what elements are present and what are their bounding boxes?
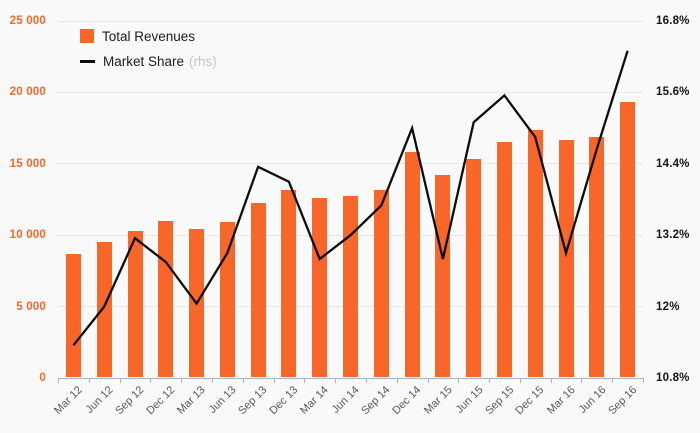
x-axis-tick	[581, 378, 583, 383]
x-axis-tick	[612, 378, 614, 383]
x-axis-label: Jun 14	[330, 384, 362, 416]
total-revenues-bar	[189, 228, 205, 377]
legend-label-total-revenues: Total Revenues	[102, 28, 196, 44]
x-axis-label: Sep 12	[113, 384, 147, 418]
x-axis-tick	[550, 378, 552, 383]
x-axis-label: Mar 12	[52, 384, 85, 417]
x-axis-tick	[88, 378, 90, 383]
y-axis-label-left: 20 000	[9, 86, 46, 99]
gridline	[58, 163, 643, 165]
legend: Total Revenues Market Share (rhs)	[80, 27, 217, 77]
x-axis-label: Dec 13	[267, 384, 301, 418]
total-revenues-bar	[527, 130, 543, 377]
total-revenues-bar	[250, 203, 266, 377]
total-revenues-bar	[589, 137, 605, 377]
x-axis-tick	[489, 378, 491, 383]
x-axis-label: Jun 15	[453, 384, 486, 416]
x-axis-label: Dec 15	[513, 384, 547, 418]
x-axis-tick	[150, 378, 152, 383]
legend-rhs-note: (rhs)	[189, 53, 217, 69]
total-revenues-bar	[343, 195, 358, 377]
market-share-line-swatch-icon	[80, 59, 95, 63]
x-axis-label: Dec 14	[390, 384, 424, 418]
x-axis-tick	[273, 378, 275, 383]
y-axis-label-left: 25 000	[9, 15, 46, 27]
total-revenues-bar	[65, 253, 81, 377]
total-revenues-bar	[158, 220, 174, 377]
x-axis-label: Mar 13	[175, 384, 209, 417]
y-axis-label-left: 10 000	[9, 229, 46, 242]
x-axis-tick	[396, 378, 398, 383]
total-revenues-bar	[96, 241, 112, 377]
x-axis-line	[58, 378, 643, 379]
x-axis-tick	[304, 378, 306, 383]
y-axis-label-right: 14.4%	[656, 157, 690, 170]
x-axis-label: Sep 13	[236, 384, 270, 418]
x-axis-tick	[458, 378, 460, 383]
total-revenues-swatch-icon	[80, 29, 94, 43]
total-revenues-bar	[620, 101, 636, 377]
total-revenues-bar	[281, 190, 297, 377]
x-axis-label: Jun 16	[576, 384, 609, 416]
x-axis-tick	[335, 378, 337, 383]
total-revenues-bar	[127, 230, 143, 377]
x-axis-label: Jun 12	[83, 384, 116, 416]
total-revenues-bar	[435, 175, 451, 377]
x-axis-tick	[181, 378, 183, 383]
legend-item-market-share: Market Share (rhs)	[80, 52, 217, 70]
x-axis-label: Sep 14	[359, 384, 393, 418]
total-revenues-bar	[466, 158, 482, 377]
total-revenues-bar	[312, 198, 328, 377]
x-axis-label: Jun 13	[206, 384, 239, 416]
x-axis-tick	[643, 378, 644, 383]
x-axis-label: Mar 16	[544, 384, 578, 417]
x-axis-tick	[427, 378, 429, 383]
legend-label-market-share: Market Share	[103, 53, 185, 69]
total-revenues-bar	[496, 141, 512, 377]
total-revenues-bar	[373, 190, 389, 377]
x-axis-tick	[365, 378, 367, 383]
gridline	[58, 91, 643, 93]
x-axis-tick	[119, 378, 121, 383]
x-axis-label: Dec 12	[144, 384, 178, 418]
x-axis-tick	[242, 378, 244, 383]
y-axis-label-right: 13.2%	[656, 229, 690, 242]
y-axis-label-left: 15 000	[9, 157, 46, 170]
gridline	[58, 20, 643, 22]
y-axis-label-right: 15.6%	[656, 86, 690, 99]
x-axis-label: Mar 14	[298, 384, 332, 417]
total-revenues-bar	[558, 140, 574, 377]
x-axis-tick	[58, 378, 59, 383]
legend-item-total-revenues: Total Revenues	[80, 27, 217, 45]
y-axis-label-right: 10.8%	[656, 372, 690, 384]
x-axis-tick	[519, 378, 521, 383]
y-axis-label-right: 12%	[656, 300, 680, 313]
y-axis-label-left: 0	[39, 372, 46, 384]
x-axis-tick	[211, 378, 213, 383]
y-axis-label-left: 5 000	[16, 300, 46, 313]
x-axis-label: Mar 15	[421, 384, 455, 417]
y-axis-label-right: 16.8%	[656, 15, 690, 27]
total-revenues-bar	[404, 152, 420, 377]
x-axis-label: Sep 16	[605, 384, 640, 418]
total-revenues-bar	[219, 222, 235, 377]
x-axis-label: Sep 15	[482, 384, 516, 418]
